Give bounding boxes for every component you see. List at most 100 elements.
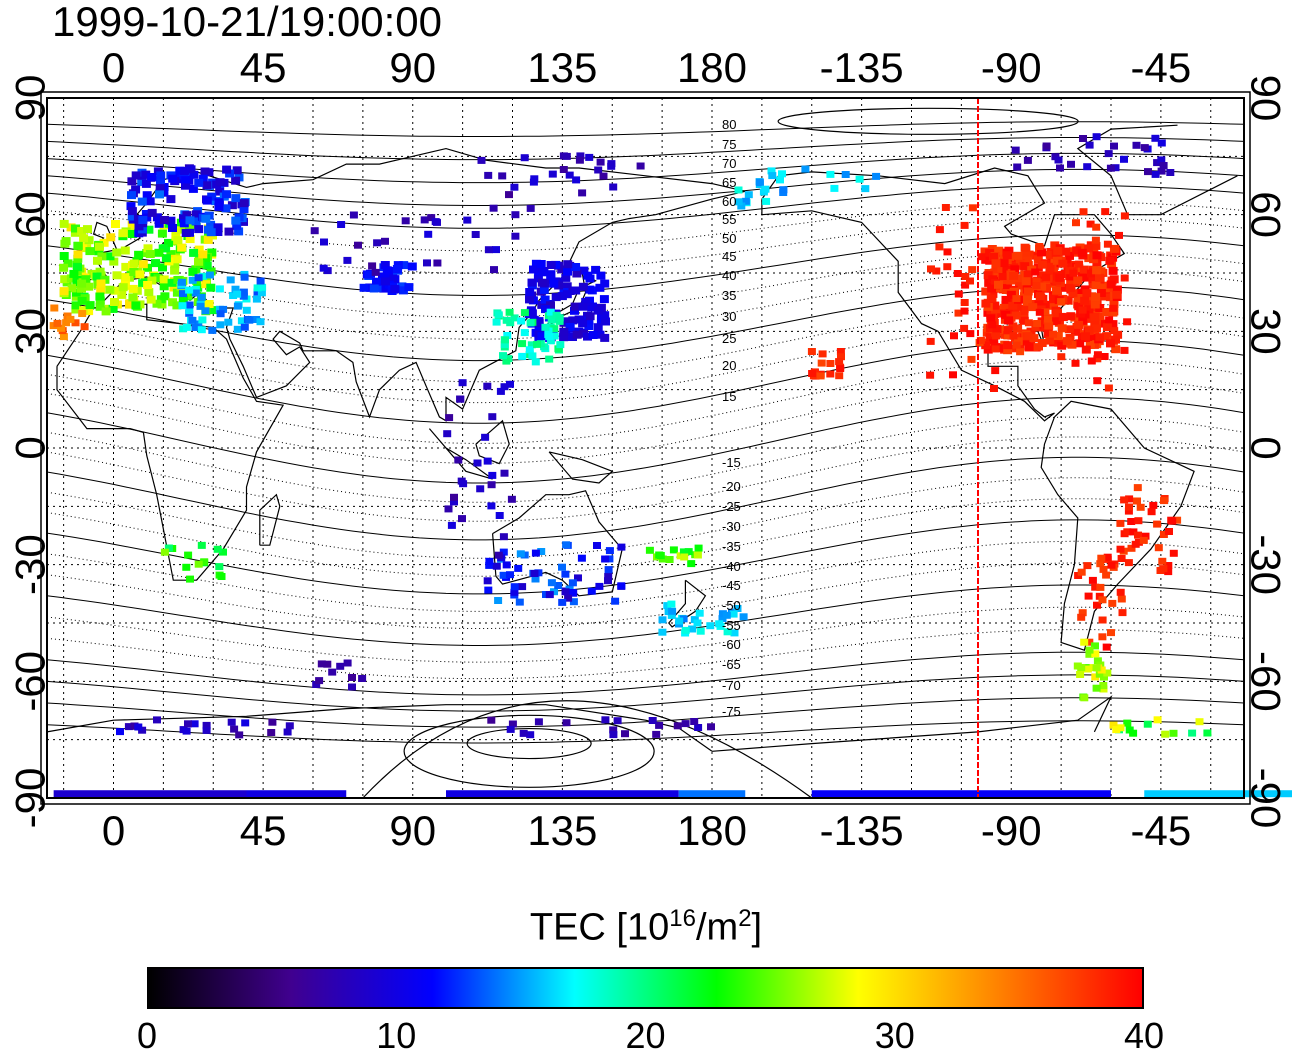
magnetic-contour	[46, 498, 1245, 577]
tec-patch	[458, 379, 467, 387]
tec-patch	[861, 185, 870, 193]
tec-patch	[563, 267, 572, 276]
tec-patch	[197, 326, 206, 334]
tec-patch	[401, 217, 410, 225]
lon-tick-label-top: 180	[677, 44, 747, 91]
tec-patch	[576, 152, 585, 160]
tec-patch	[487, 716, 496, 724]
tec-patch	[1161, 730, 1170, 738]
tec-patch	[550, 588, 558, 596]
tec-patch	[160, 216, 169, 224]
tec-patch	[545, 591, 554, 599]
tec-patch	[129, 268, 139, 276]
tec-patch	[137, 178, 147, 187]
tec-patch	[1203, 729, 1212, 737]
tec-patch	[194, 257, 203, 266]
tec-patch	[200, 558, 209, 566]
tec-patch	[231, 216, 241, 225]
tec-patch	[1012, 295, 1021, 303]
tec-band	[446, 790, 679, 798]
tec-patch	[204, 300, 214, 308]
tec-patch	[986, 314, 996, 323]
lon-tick-label-bottom: -90	[981, 807, 1042, 854]
tec-patch	[444, 505, 453, 513]
tec-patch	[1024, 332, 1033, 340]
tec-patch	[154, 219, 164, 228]
tec-patch	[57, 324, 66, 332]
tec-patch	[687, 560, 696, 568]
tec-patch	[194, 320, 203, 328]
tec-patch	[517, 317, 526, 325]
tec-patch	[966, 330, 975, 338]
tec-patch	[1072, 219, 1080, 227]
tec-patch	[1049, 301, 1059, 310]
tec-patch	[1158, 557, 1167, 565]
tec-patch	[186, 165, 196, 174]
tec-patch	[78, 310, 87, 317]
tec-patch	[1095, 333, 1105, 342]
tec-patch	[565, 323, 575, 331]
tec-patch	[380, 277, 390, 286]
tec-patch	[596, 271, 606, 280]
tec-patch	[423, 259, 431, 267]
tec-patch	[481, 433, 490, 441]
tec-patch	[495, 512, 504, 519]
tec-patch	[585, 285, 595, 294]
tec-patch	[801, 165, 810, 173]
tec-patch	[500, 383, 509, 391]
tec-patch	[215, 285, 224, 293]
tec-patch	[554, 345, 563, 353]
tec-patch	[127, 207, 137, 216]
tec-patch	[73, 254, 83, 263]
tec-patch	[693, 619, 702, 627]
tec-patch	[488, 471, 497, 479]
tec-patch	[231, 176, 241, 185]
tec-patch	[1111, 164, 1120, 172]
tec-patch	[1092, 664, 1101, 672]
tec-patch	[572, 269, 582, 278]
tec-patch	[1091, 650, 1100, 658]
tec-patch	[84, 282, 94, 291]
coastline	[79, 147, 746, 422]
tec-patch	[562, 541, 571, 549]
tec-patch	[583, 332, 592, 341]
tec-patch	[587, 303, 597, 312]
magnetic-contour	[46, 562, 1245, 629]
tec-patch	[518, 340, 527, 348]
tec-patch	[648, 717, 657, 724]
tec-patch	[1097, 554, 1106, 562]
tec-patch	[570, 306, 579, 315]
tec-patch	[181, 181, 190, 190]
colorbar-tick-label: 20	[625, 1015, 666, 1056]
tec-patch	[60, 275, 70, 284]
tec-patch	[95, 302, 105, 311]
tec-patch	[992, 332, 1000, 340]
tec-patch	[182, 563, 191, 571]
tec-patch	[1037, 248, 1046, 257]
tec-patch	[268, 718, 277, 726]
tec-patch	[124, 723, 133, 731]
contour-label: -75	[722, 704, 741, 719]
tec-patch	[500, 469, 509, 477]
tec-patch	[605, 547, 614, 555]
tec-patch	[166, 195, 176, 204]
tec-patch	[490, 266, 498, 274]
tec-patch	[239, 205, 249, 214]
tec-patch	[594, 306, 603, 315]
tec-patch	[574, 574, 582, 582]
tec-patch	[485, 561, 494, 569]
tec-patch	[559, 333, 569, 342]
tec-patch	[1084, 244, 1094, 253]
tec-patch	[476, 485, 485, 493]
tec-patch	[658, 628, 667, 636]
tec-patch	[105, 285, 115, 294]
tec-patch	[981, 341, 991, 350]
tec-patch	[1103, 240, 1112, 248]
tec-patch	[667, 611, 676, 619]
tec-patch	[531, 549, 540, 557]
tec-patch	[1159, 162, 1168, 169]
tec-patch	[594, 166, 603, 174]
tec-patch	[1049, 295, 1058, 304]
lon-tick-label-bottom: 0	[102, 807, 125, 854]
tec-patch	[531, 259, 541, 268]
